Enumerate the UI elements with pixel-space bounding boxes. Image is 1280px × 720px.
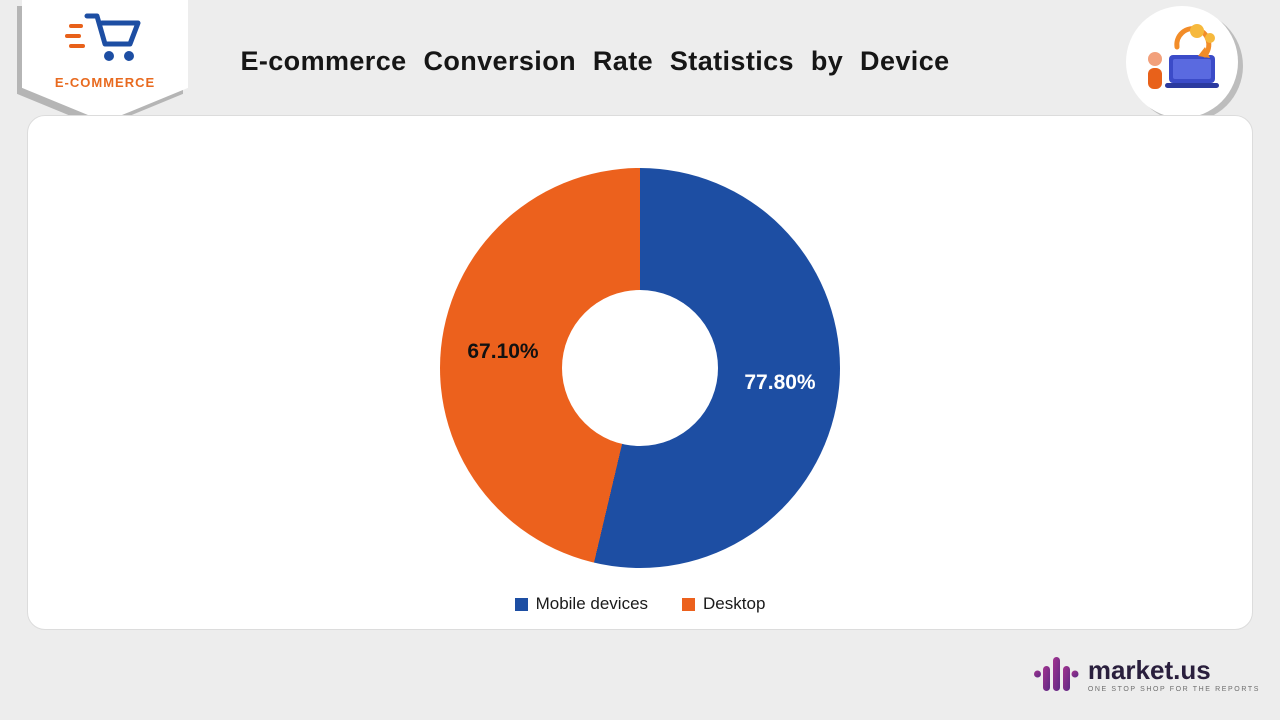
donut-chart: 77.80% 67.10% [440, 168, 840, 568]
marketus-brand-tagline: ONE STOP SHOP FOR THE REPORTS [1087, 685, 1260, 693]
legend-swatch-mobile-devices [514, 597, 528, 611]
legend-label-desktop: Desktop [703, 594, 766, 613]
illustration-pin-badge [1126, 6, 1240, 162]
shopping-cart-icon [63, 8, 147, 73]
chart-card: 77.80% 67.10% Mobile devices Desktop [27, 115, 1253, 630]
legend-label-mobile-devices: Mobile devices [535, 594, 649, 613]
marketus-brand-name: market.us [1087, 654, 1211, 685]
marketus-logo: market.us ONE STOP SHOP FOR THE REPORTS [1033, 651, 1260, 698]
marketus-logo-icon [1033, 651, 1079, 698]
legend-item-desktop: Desktop [682, 594, 765, 614]
slice-label-desktop: 67.10% [467, 340, 539, 363]
legend-item-mobile-devices: Mobile devices [514, 594, 649, 614]
ecommerce-badge-label: E-COMMERCE [54, 75, 156, 90]
marketus-brand-text: market.us ONE STOP SHOP FOR THE REPORTS [1088, 657, 1260, 693]
ecommerce-badge: E-COMMERCE [22, 0, 188, 122]
ecommerce-illustration-icon [1139, 17, 1225, 108]
page-title: E-commerce Conversion Rate Statistics by… [240, 46, 950, 76]
chart-legend: Mobile devices Desktop [28, 594, 1252, 614]
donut-hole [562, 290, 718, 446]
ecommerce-badge-face: E-COMMERCE [22, 0, 188, 122]
legend-swatch-desktop [682, 597, 696, 611]
slice-label-mobile-devices: 77.80% [744, 371, 816, 394]
illustration-pin-circle [1126, 6, 1238, 118]
